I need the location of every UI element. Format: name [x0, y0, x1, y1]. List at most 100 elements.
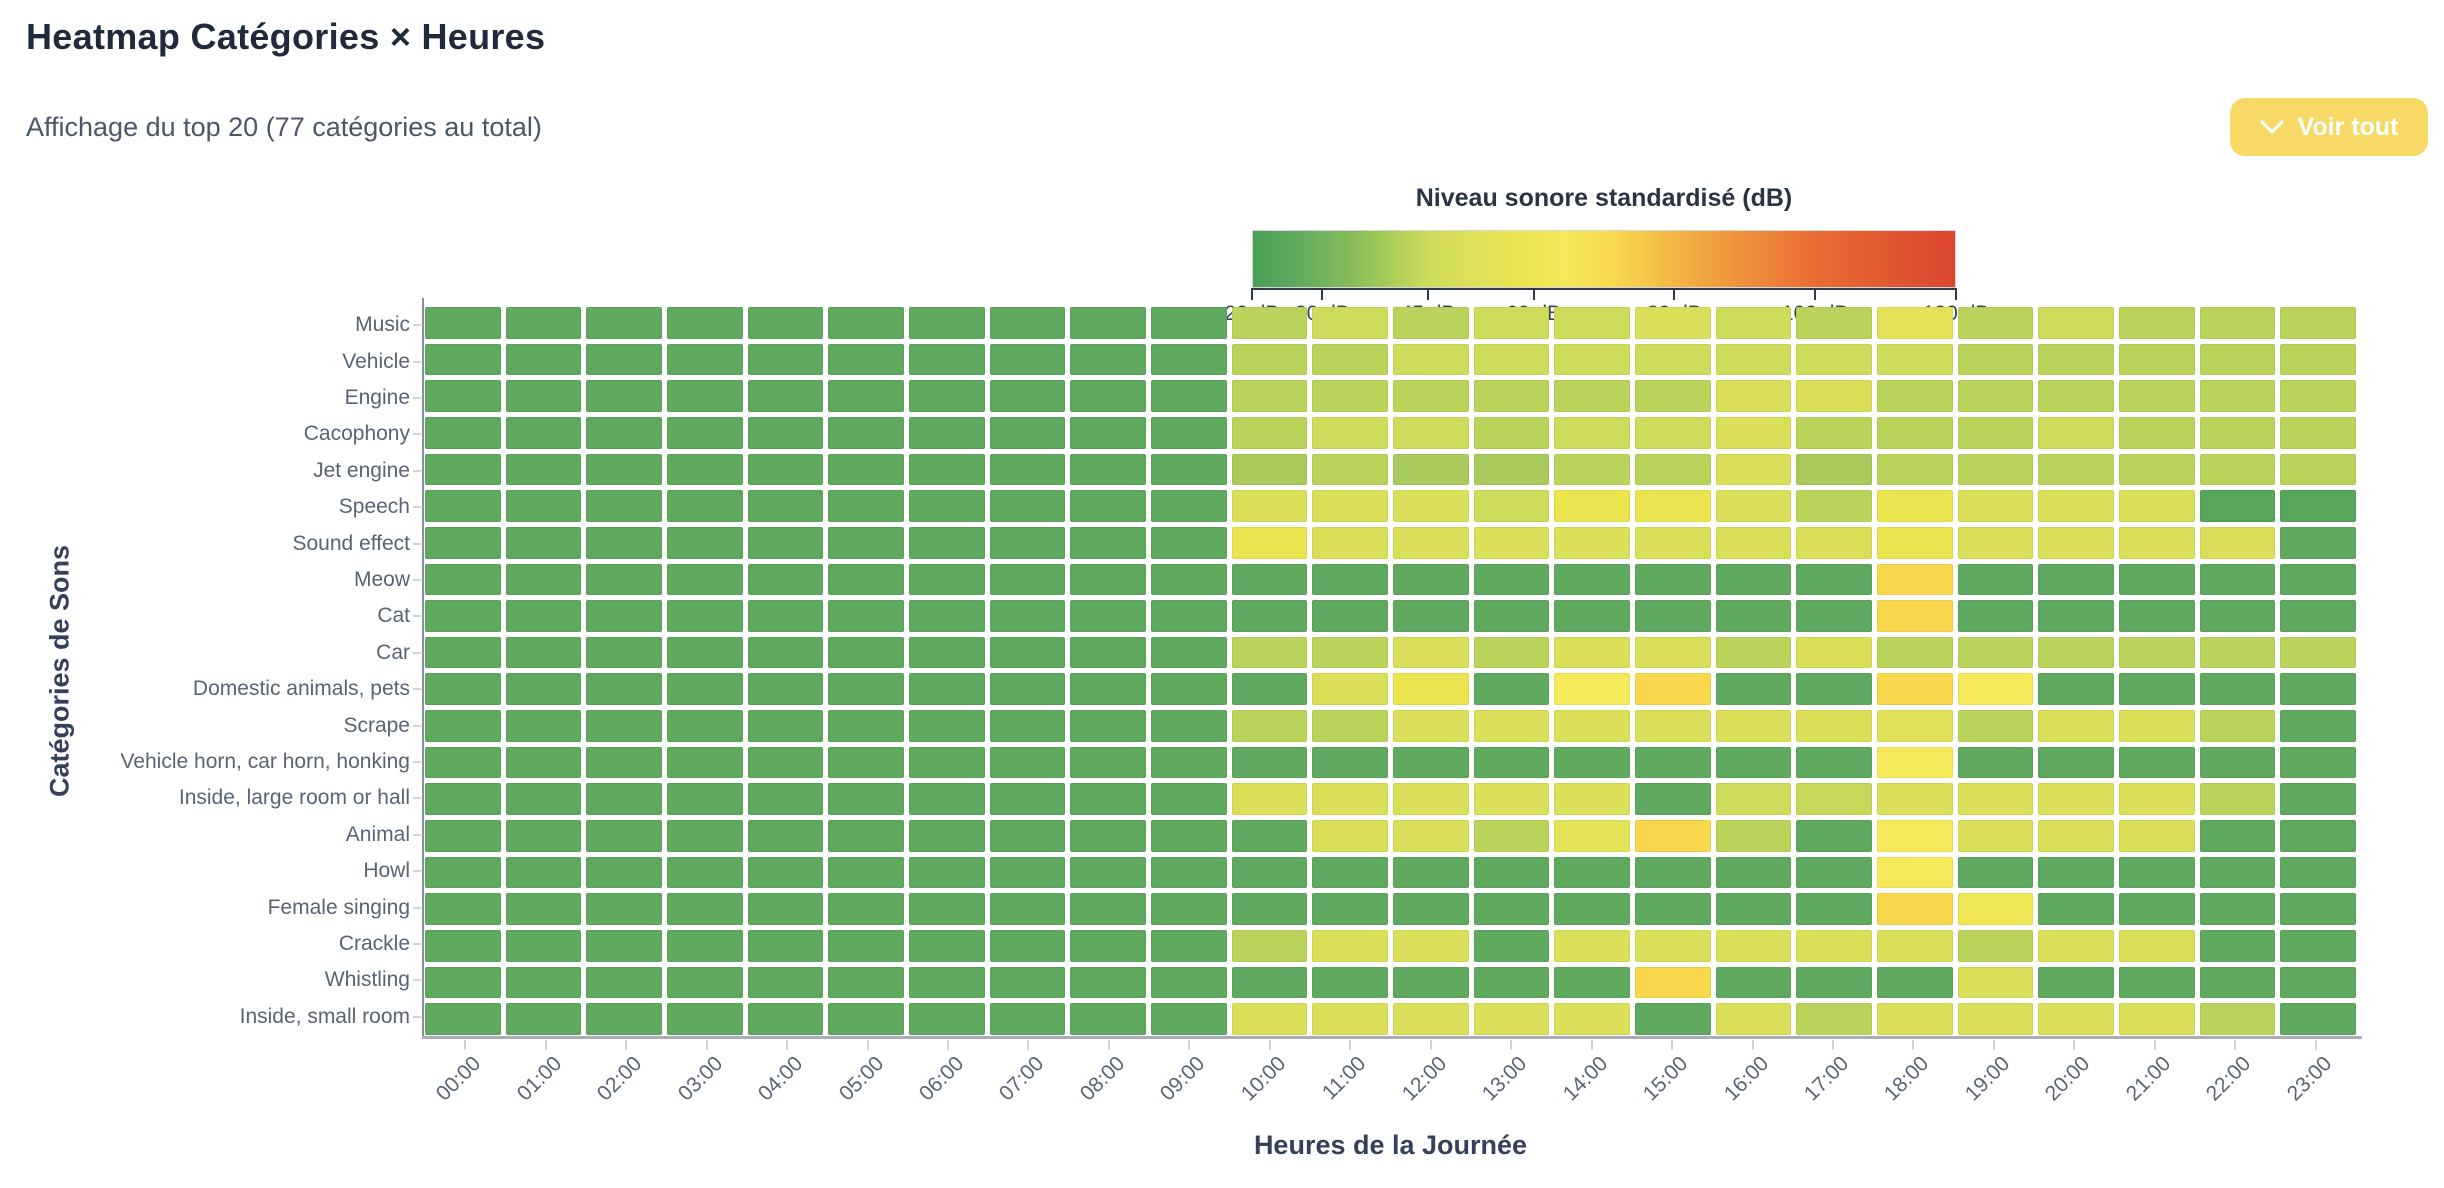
heatmap-cell[interactable]	[828, 893, 904, 926]
heatmap-cell[interactable]	[828, 307, 904, 339]
heatmap-cell[interactable]	[2118, 307, 2195, 339]
heatmap-cell[interactable]	[666, 307, 743, 339]
heatmap-cell[interactable]	[666, 343, 743, 376]
heatmap-cell[interactable]	[1796, 673, 1872, 706]
heatmap-cell[interactable]	[586, 820, 662, 852]
heatmap-cell[interactable]	[1231, 673, 1308, 706]
heatmap-cell[interactable]	[908, 380, 985, 412]
heatmap-cell[interactable]	[586, 673, 662, 706]
heatmap-cell[interactable]	[989, 746, 1066, 779]
heatmap-cell[interactable]	[2038, 416, 2114, 449]
heatmap-cell[interactable]	[2199, 893, 2276, 926]
heatmap-cell[interactable]	[1392, 563, 1469, 596]
heatmap-cell[interactable]	[1634, 710, 1711, 742]
heatmap-cell[interactable]	[1312, 490, 1388, 522]
heatmap-cell[interactable]	[989, 526, 1066, 559]
heatmap-cell[interactable]	[908, 746, 985, 779]
heatmap-cell[interactable]	[1473, 636, 1550, 669]
heatmap-cell[interactable]	[1634, 893, 1711, 926]
heatmap-cell[interactable]	[1876, 526, 1953, 559]
heatmap-cell[interactable]	[1554, 856, 1630, 889]
heatmap-cell[interactable]	[747, 526, 824, 559]
heatmap-cell[interactable]	[2199, 1003, 2276, 1035]
heatmap-cell[interactable]	[2199, 416, 2276, 449]
heatmap-cell[interactable]	[747, 416, 824, 449]
heatmap-cell[interactable]	[1070, 966, 1146, 999]
heatmap-cell[interactable]	[2118, 453, 2195, 486]
heatmap-cell[interactable]	[1796, 746, 1872, 779]
heatmap-cell[interactable]	[1876, 820, 1953, 852]
heatmap-cell[interactable]	[908, 453, 985, 486]
heatmap-cell[interactable]	[1876, 966, 1953, 999]
heatmap-cell[interactable]	[2280, 746, 2356, 779]
heatmap-cell[interactable]	[505, 746, 582, 779]
heatmap-cell[interactable]	[1231, 1003, 1308, 1035]
heatmap-cell[interactable]	[1634, 1003, 1711, 1035]
heatmap-cell[interactable]	[1876, 710, 1953, 742]
heatmap-cell[interactable]	[2118, 526, 2195, 559]
heatmap-cell[interactable]	[1392, 673, 1469, 706]
heatmap-cell[interactable]	[2038, 820, 2114, 852]
heatmap-cell[interactable]	[1473, 783, 1550, 816]
heatmap-cell[interactable]	[1312, 746, 1388, 779]
heatmap-cell[interactable]	[586, 893, 662, 926]
heatmap-cell[interactable]	[1312, 893, 1388, 926]
heatmap-cell[interactable]	[1957, 856, 2034, 889]
heatmap-cell[interactable]	[505, 453, 582, 486]
heatmap-cell[interactable]	[505, 1003, 582, 1035]
heatmap-cell[interactable]	[908, 966, 985, 999]
heatmap-cell[interactable]	[1473, 343, 1550, 376]
heatmap-cell[interactable]	[1554, 893, 1630, 926]
heatmap-cell[interactable]	[1070, 893, 1146, 926]
heatmap-cell[interactable]	[989, 600, 1066, 632]
heatmap-cell[interactable]	[1715, 893, 1792, 926]
heatmap-cell[interactable]	[666, 563, 743, 596]
heatmap-cell[interactable]	[1715, 820, 1792, 852]
heatmap-cell[interactable]	[1957, 416, 2034, 449]
heatmap-cell[interactable]	[2280, 343, 2356, 376]
heatmap-cell[interactable]	[747, 563, 824, 596]
heatmap-cell[interactable]	[2199, 856, 2276, 889]
heatmap-cell[interactable]	[1231, 893, 1308, 926]
heatmap-cell[interactable]	[989, 490, 1066, 522]
heatmap-cell[interactable]	[1150, 307, 1227, 339]
heatmap-cell[interactable]	[2118, 930, 2195, 962]
heatmap-cell[interactable]	[1554, 746, 1630, 779]
heatmap-cell[interactable]	[505, 710, 582, 742]
heatmap-cell[interactable]	[1876, 343, 1953, 376]
heatmap-cell[interactable]	[1876, 746, 1953, 779]
heatmap-cell[interactable]	[2038, 930, 2114, 962]
heatmap-cell[interactable]	[1796, 710, 1872, 742]
heatmap-cell[interactable]	[1473, 453, 1550, 486]
heatmap-cell[interactable]	[2199, 307, 2276, 339]
heatmap-cell[interactable]	[747, 746, 824, 779]
heatmap-cell[interactable]	[1634, 380, 1711, 412]
heatmap-cell[interactable]	[425, 343, 501, 376]
heatmap-cell[interactable]	[1473, 380, 1550, 412]
heatmap-cell[interactable]	[1634, 343, 1711, 376]
heatmap-cell[interactable]	[1150, 490, 1227, 522]
heatmap-cell[interactable]	[2118, 416, 2195, 449]
heatmap-cell[interactable]	[989, 673, 1066, 706]
heatmap-cell[interactable]	[1473, 416, 1550, 449]
heatmap-cell[interactable]	[1876, 783, 1953, 816]
heatmap-cell[interactable]	[908, 820, 985, 852]
heatmap-cell[interactable]	[2199, 380, 2276, 412]
heatmap-cell[interactable]	[1150, 636, 1227, 669]
heatmap-cell[interactable]	[2118, 783, 2195, 816]
heatmap-cell[interactable]	[1473, 600, 1550, 632]
heatmap-cell[interactable]	[2199, 966, 2276, 999]
heatmap-cell[interactable]	[1957, 1003, 2034, 1035]
heatmap-cell[interactable]	[1796, 930, 1872, 962]
heatmap-cell[interactable]	[1150, 600, 1227, 632]
heatmap-cell[interactable]	[1150, 673, 1227, 706]
heatmap-cell[interactable]	[1150, 526, 1227, 559]
heatmap-cell[interactable]	[747, 966, 824, 999]
heatmap-cell[interactable]	[2038, 856, 2114, 889]
heatmap-cell[interactable]	[1796, 893, 1872, 926]
heatmap-cell[interactable]	[1796, 783, 1872, 816]
heatmap-cell[interactable]	[505, 416, 582, 449]
heatmap-cell[interactable]	[586, 930, 662, 962]
heatmap-cell[interactable]	[1231, 710, 1308, 742]
heatmap-cell[interactable]	[1070, 1003, 1146, 1035]
